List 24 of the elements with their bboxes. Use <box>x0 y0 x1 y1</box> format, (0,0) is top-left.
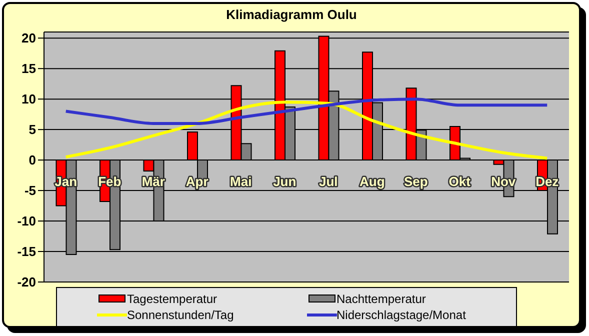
y-tick-label: -20 <box>17 274 36 290</box>
x-tick-label: Okt <box>448 174 472 190</box>
y-tick-label: 20 <box>22 30 36 46</box>
y-tick-label: 5 <box>28 122 36 138</box>
x-tick-label: Jan <box>54 174 78 190</box>
x-tick-label: Apr <box>186 174 208 190</box>
legend-label: Sonnenstunden/Tag <box>127 308 234 322</box>
y-tick-label: -15 <box>17 244 36 260</box>
legend-label: Niderschlagstage/Monat <box>336 308 466 322</box>
x-tick-label: Mai <box>230 174 252 190</box>
x-tick-label: Jul <box>318 174 338 190</box>
x-tick-label: Aug <box>359 174 385 190</box>
chart-title: Klimadiagramm Oulu <box>225 7 358 22</box>
x-tick-label: Sep <box>404 174 428 190</box>
y-tick-label: 15 <box>22 61 36 76</box>
line-series <box>64 100 549 160</box>
y-tick-label: 0 <box>28 152 36 168</box>
line-series <box>64 98 549 125</box>
y-tick-label: -5 <box>24 183 36 198</box>
x-tick-label: Jun <box>273 174 296 190</box>
legend-label: Nachttemperatur <box>336 292 426 306</box>
legend-label: Tagestemperatur <box>127 292 218 306</box>
y-tick-label: 10 <box>22 92 36 107</box>
y-tick-label: -10 <box>17 214 36 229</box>
